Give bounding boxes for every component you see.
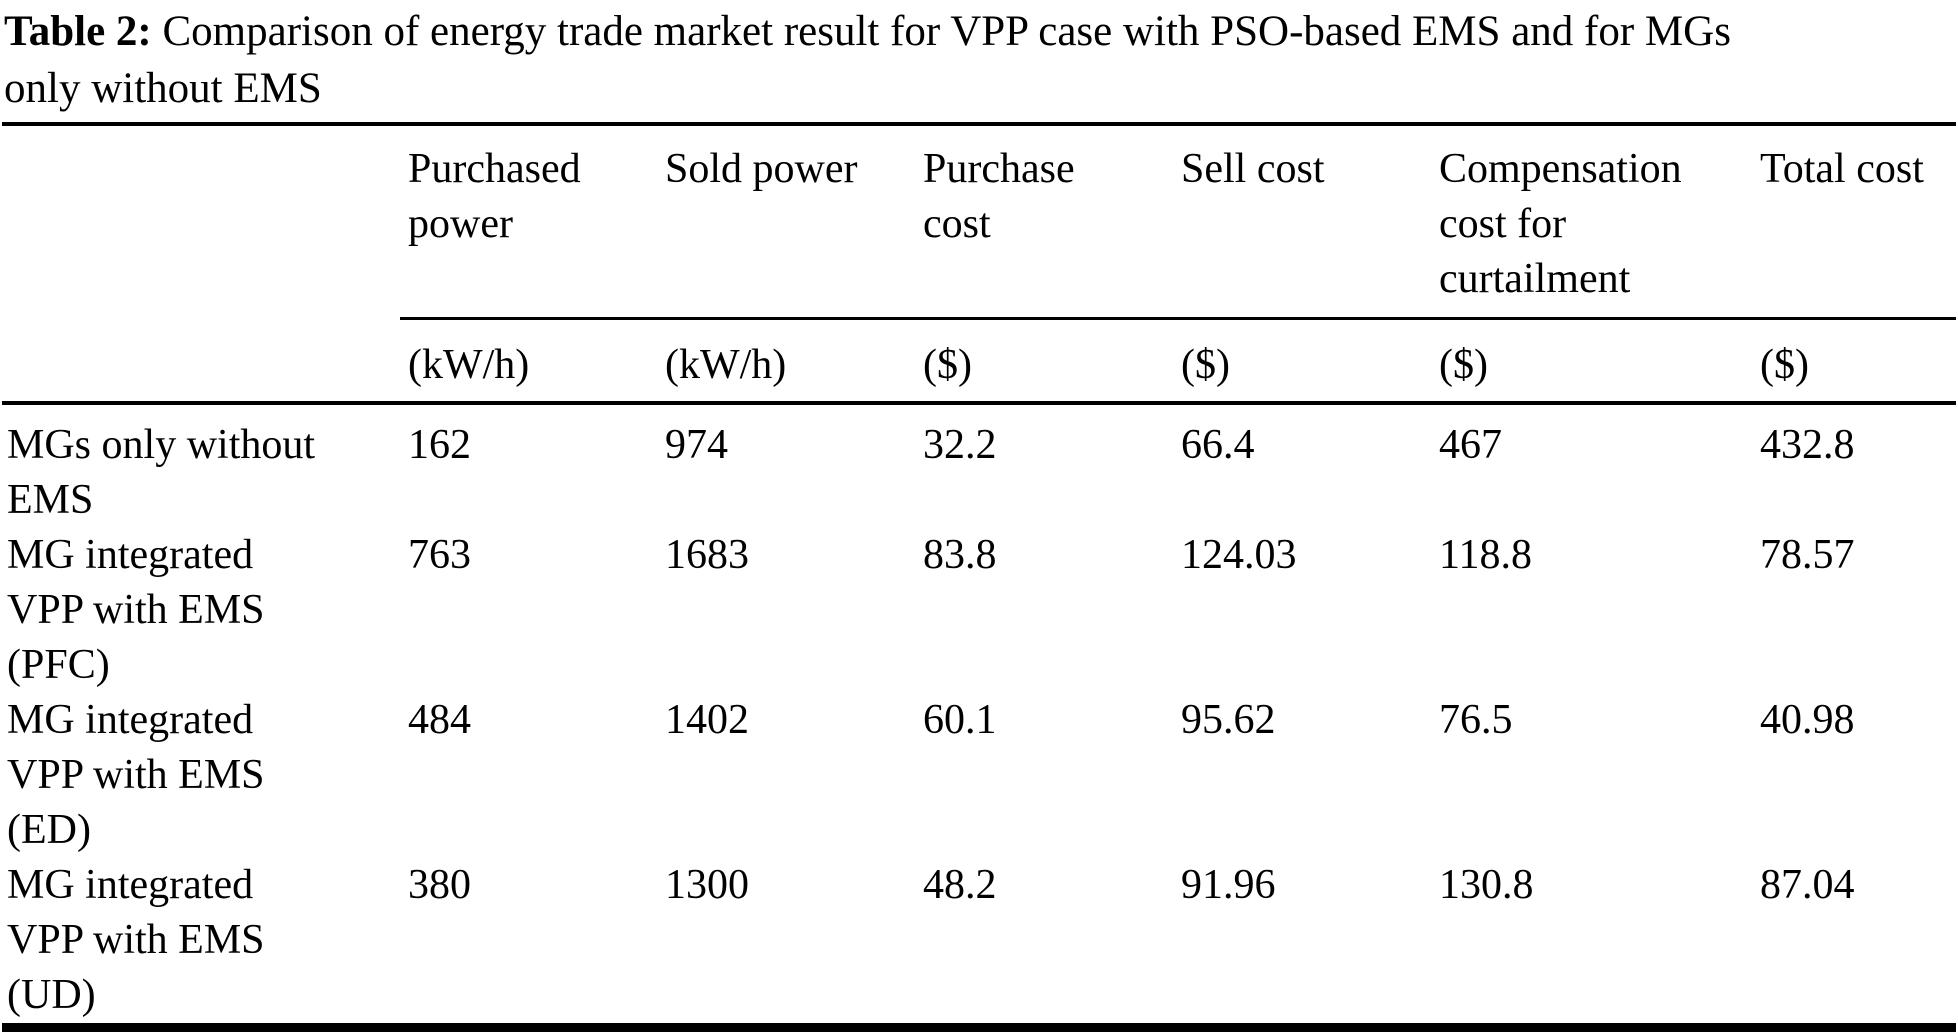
- column-header-sold-power: Sold power: [657, 124, 915, 320]
- row-label-line: MGs only without: [7, 422, 316, 468]
- unit-compensation-cost: ($): [1431, 318, 1752, 405]
- cell-purchase-cost: 83.8: [923, 532, 997, 578]
- unit-purchased-power: (kW/h): [400, 318, 657, 405]
- cell-total-cost: 87.04: [1760, 862, 1855, 908]
- cell-sold-power: 1683: [665, 532, 749, 578]
- cell-purchase-cost: 48.2: [923, 862, 997, 908]
- cell-sell-cost: 91.96: [1181, 862, 1276, 908]
- table-head: Purchased power Sold power Purchase cost…: [2, 124, 1956, 405]
- caption-line-1: Table 2: Comparison of energy trade mark…: [4, 8, 1731, 55]
- table-caption: Table 2: Comparison of energy trade mark…: [4, 3, 1956, 117]
- header-line: Purchased: [408, 146, 581, 192]
- cell-total-cost: 78.57: [1760, 532, 1855, 578]
- cell-sold-power: 1402: [665, 697, 749, 743]
- cell-purchased-power: 763: [408, 532, 471, 578]
- row-label-line: VPP with EMS: [7, 587, 265, 633]
- table-body: MGs only without EMS 162 974 32.2 66.4 4…: [2, 403, 1956, 1028]
- header-line: Sold power: [665, 146, 858, 192]
- corner-cell: [2, 124, 400, 319]
- table-row-mg-integrated-vpp-pfc: MG integrated VPP with EMS (PFC) 763 168…: [2, 528, 1956, 693]
- cell-purchased-power: 484: [408, 697, 471, 743]
- cell-total-cost: 40.98: [1760, 697, 1855, 743]
- header-line: power: [408, 201, 513, 247]
- row-label: MGs only without EMS: [2, 403, 400, 528]
- row-label: MG integrated VPP with EMS (PFC): [2, 528, 400, 693]
- row-label-line: MG integrated: [7, 697, 254, 743]
- header-line: Compensation: [1439, 146, 1682, 192]
- unit-sold-power: (kW/h): [657, 318, 915, 405]
- column-header-compensation-cost: Compensation cost for curtailment: [1431, 124, 1752, 320]
- caption-text-part1: Comparison of energy trade market result…: [151, 8, 1731, 55]
- cell-purchase-cost: 32.2: [923, 422, 997, 468]
- table-row-mgs-only-without-ems: MGs only without EMS 162 974 32.2 66.4 4…: [2, 403, 1956, 528]
- cell-sell-cost: 66.4: [1181, 422, 1255, 468]
- cell-purchased-power: 380: [408, 862, 471, 908]
- header-line: Total cost: [1760, 146, 1924, 192]
- caption-line-2: only without EMS: [4, 65, 322, 112]
- header-line: curtailment: [1439, 256, 1631, 302]
- header-line: Purchase: [923, 146, 1075, 192]
- row-label-line: MG integrated: [7, 862, 254, 908]
- cell-compensation-cost: 76.5: [1439, 697, 1513, 743]
- row-label: MG integrated VPP with EMS (UD): [2, 858, 400, 1028]
- cell-purchased-power: 162: [408, 422, 471, 468]
- row-label-line: VPP with EMS: [7, 917, 265, 963]
- caption-table-number: Table 2:: [4, 8, 152, 55]
- row-label: MG integrated VPP with EMS (ED): [2, 693, 400, 858]
- header-line: cost for: [1439, 201, 1567, 247]
- row-label-line: MG integrated: [7, 532, 254, 578]
- cell-total-cost: 432.8: [1760, 422, 1855, 468]
- unit-total-cost: ($): [1752, 318, 1956, 405]
- row-label-line: (ED): [7, 807, 91, 853]
- units-row: (kW/h) (kW/h) ($) ($) ($) ($): [2, 318, 1956, 405]
- table-row-mg-integrated-vpp-ed: MG integrated VPP with EMS (ED) 484 1402…: [2, 693, 1956, 858]
- cell-compensation-cost: 118.8: [1439, 532, 1532, 578]
- table-row-mg-integrated-vpp-ud: MG integrated VPP with EMS (UD) 380 1300…: [2, 858, 1956, 1028]
- row-label-line: VPP with EMS: [7, 752, 265, 798]
- cell-compensation-cost: 130.8: [1439, 862, 1534, 908]
- cell-sell-cost: 95.62: [1181, 697, 1276, 743]
- cell-sold-power: 974: [665, 422, 728, 468]
- column-header-total-cost: Total cost: [1752, 124, 1956, 320]
- cell-sold-power: 1300: [665, 862, 749, 908]
- row-label-line: (UD): [7, 972, 96, 1018]
- row-label-line: EMS: [7, 477, 94, 523]
- cell-sell-cost: 124.03: [1181, 532, 1297, 578]
- unit-purchase-cost: ($): [915, 318, 1173, 405]
- cell-purchase-cost: 60.1: [923, 697, 997, 743]
- column-header-purchase-cost: Purchase cost: [915, 124, 1173, 320]
- column-header-sell-cost: Sell cost: [1173, 124, 1431, 320]
- energy-trade-comparison-table: Purchased power Sold power Purchase cost…: [2, 122, 1956, 1032]
- column-header-purchased-power: Purchased power: [400, 124, 657, 320]
- header-row: Purchased power Sold power Purchase cost…: [2, 124, 1956, 320]
- units-corner-cell: [2, 318, 400, 405]
- row-label-line: (PFC): [7, 642, 110, 688]
- unit-sell-cost: ($): [1173, 318, 1431, 405]
- header-line: cost: [923, 201, 991, 247]
- cell-compensation-cost: 467: [1439, 422, 1502, 468]
- header-line: Sell cost: [1181, 146, 1325, 192]
